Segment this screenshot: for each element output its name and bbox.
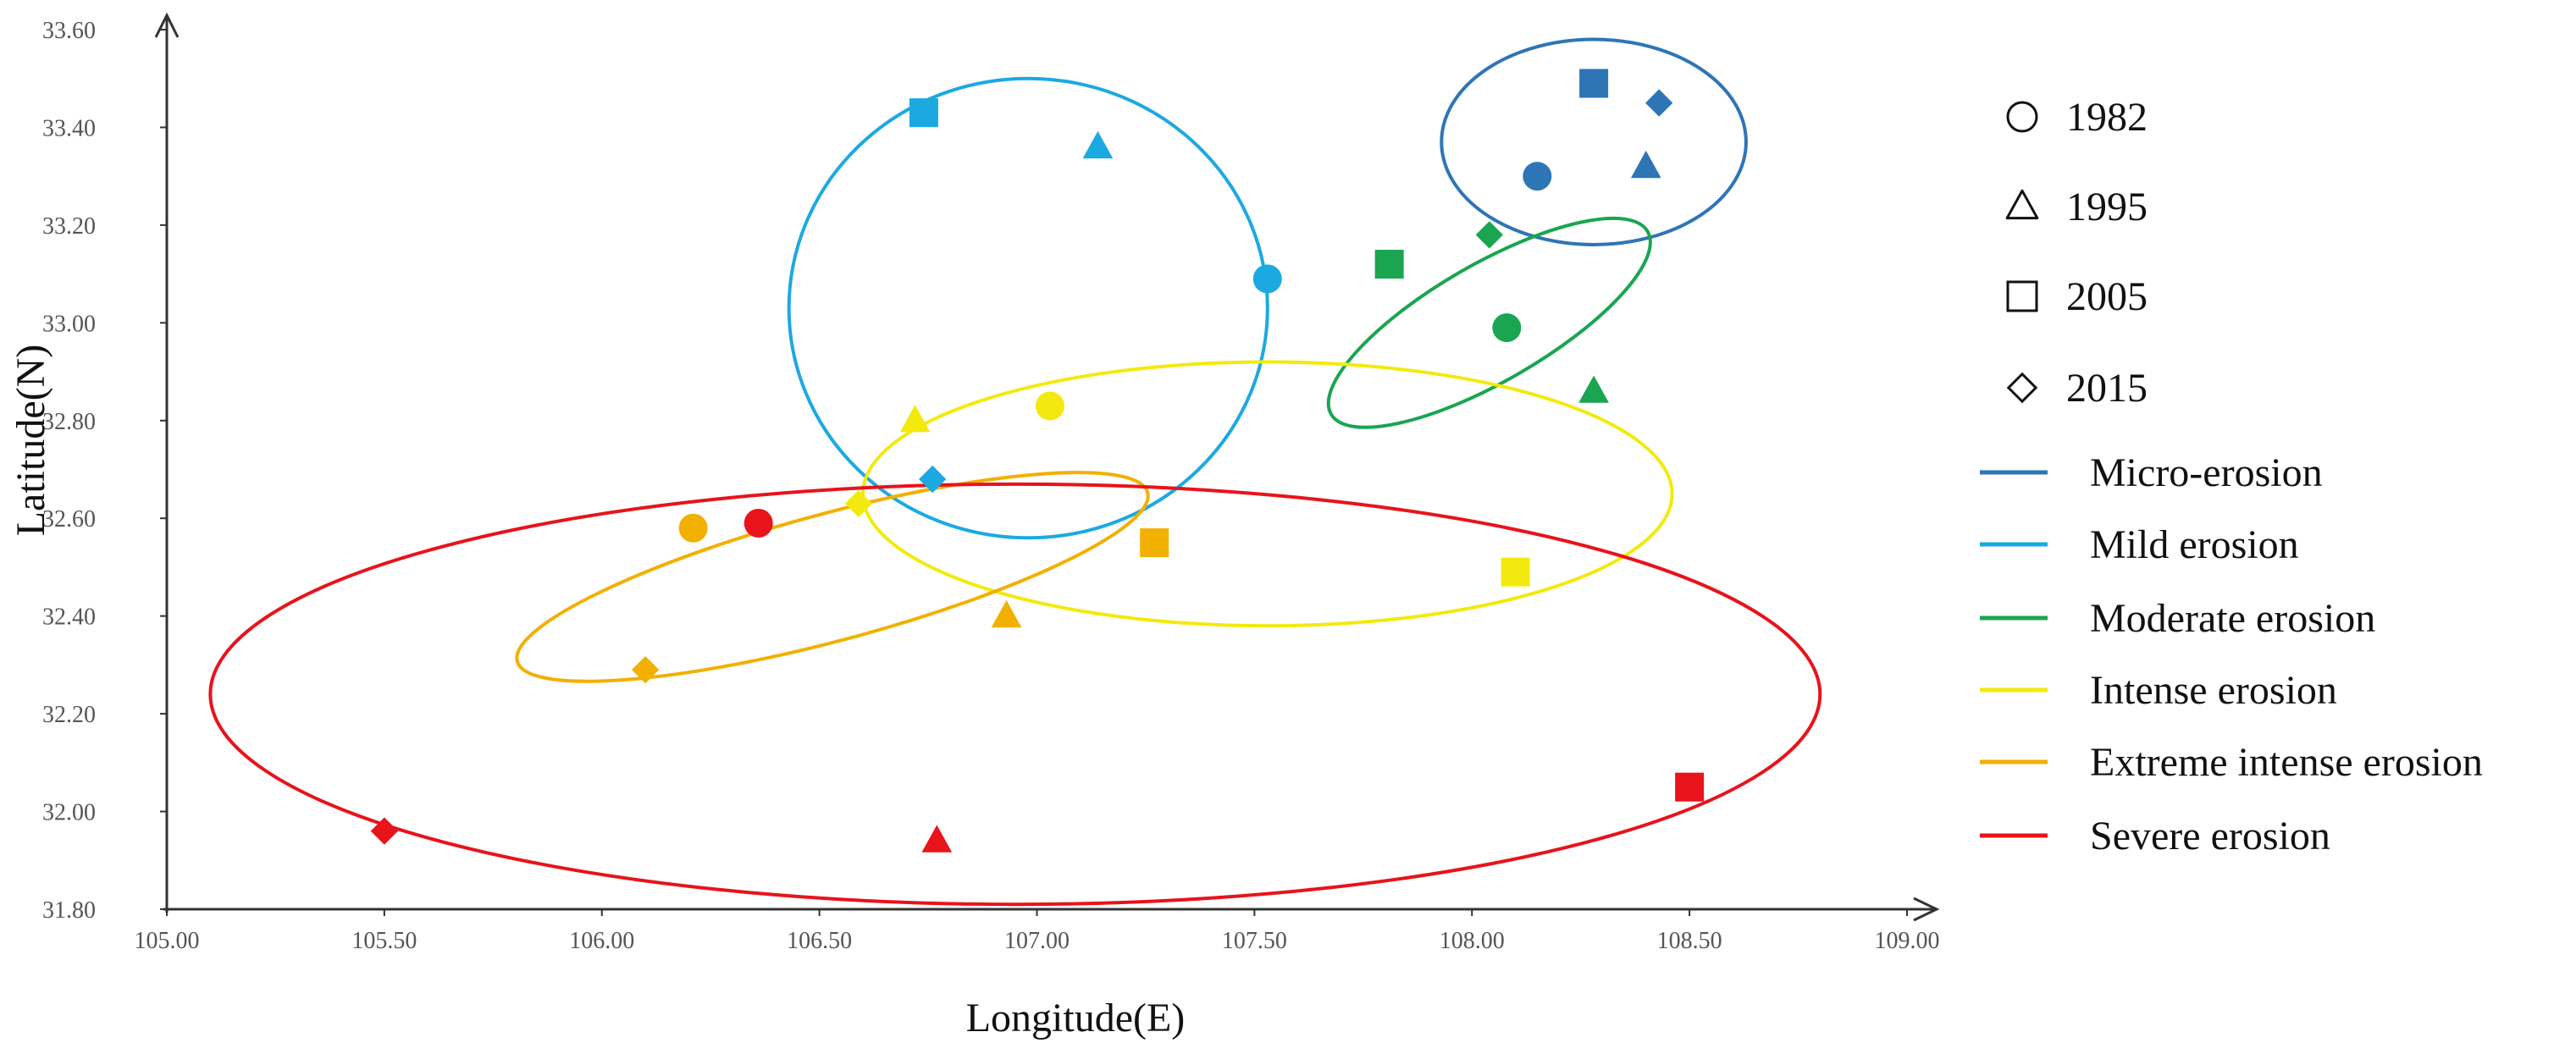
x-axis-title: Longitude(E) — [966, 996, 1186, 1040]
y-tick-label: 33.00 — [42, 311, 96, 337]
data-point — [1501, 557, 1530, 587]
data-point — [1140, 528, 1169, 558]
legend-square-icon — [2006, 280, 2038, 312]
y-axis-title: Latitude(N) — [8, 345, 53, 537]
y-tick-label: 32.80 — [42, 409, 96, 435]
legend-category-label: Intense erosion — [2090, 668, 2337, 713]
legend-year-label: 1982 — [2066, 95, 2148, 140]
data-points — [370, 69, 1705, 853]
x-tick-label: 108.00 — [1440, 928, 1505, 954]
legend-year-label: 1995 — [2066, 185, 2148, 229]
y-axis-arrow — [154, 12, 180, 38]
data-point — [1675, 772, 1705, 802]
cluster-ellipse — [787, 76, 1269, 540]
y-tick-label: 32.60 — [42, 506, 96, 533]
y-tick-label: 33.40 — [42, 115, 96, 141]
x-tick-label: 108.50 — [1657, 928, 1722, 954]
data-point — [631, 656, 660, 684]
x-tick-label: 106.00 — [569, 928, 634, 954]
data-point — [1374, 250, 1404, 279]
data-point — [1475, 221, 1503, 249]
data-point — [921, 825, 953, 853]
data-point — [1082, 130, 1114, 159]
legend-category-label: Moderate erosion — [2090, 596, 2375, 641]
cluster-ellipse — [515, 471, 1150, 683]
legend: 1982 1995 2005 2015 Micro-erosion Mild erosio… — [1980, 95, 2483, 858]
y-tick-label: 32.00 — [42, 800, 96, 826]
data-point — [844, 489, 873, 518]
axes — [154, 12, 1940, 922]
x-tick-label: 105.50 — [351, 928, 417, 954]
data-point — [991, 599, 1022, 628]
x-tick-label: 107.00 — [1004, 928, 1070, 954]
data-point — [919, 465, 947, 494]
y-tick-label: 33.60 — [42, 18, 96, 44]
x-tick-label: 109.00 — [1875, 928, 1940, 954]
x-tick-label: 107.50 — [1222, 928, 1287, 954]
cluster-ellipse — [1440, 37, 1748, 246]
data-point — [1523, 162, 1552, 191]
legend-triangle-icon — [2005, 189, 2039, 220]
legend-category-label: Severe erosion — [2090, 814, 2330, 858]
y-tick-label: 32.40 — [42, 604, 96, 631]
data-point — [909, 98, 938, 128]
cluster-ellipse — [861, 360, 1674, 628]
data-point — [1252, 264, 1282, 294]
legend-category-label: Mild erosion — [2090, 522, 2299, 567]
data-point — [1645, 89, 1673, 117]
cluster-ellipses — [208, 37, 1822, 907]
x-tick-label: 105.00 — [135, 928, 200, 954]
legend-year-label: 2015 — [2066, 366, 2148, 411]
legend-category-label: Micro-erosion — [2090, 450, 2323, 495]
cluster-ellipse — [1326, 216, 1652, 429]
legend-circle-icon — [2006, 101, 2038, 133]
tick-labels: 105.00 105.50 106.00 106.50 107.00 107.50 108.… — [42, 18, 1940, 954]
data-point — [899, 405, 931, 433]
x-axis-arrow — [1913, 897, 1940, 922]
data-point — [1630, 150, 1661, 179]
data-point — [1579, 69, 1609, 98]
data-point — [1578, 375, 1609, 403]
data-point — [744, 508, 773, 538]
y-tick-label: 31.80 — [42, 897, 96, 924]
legend-year-label: 2005 — [2066, 274, 2148, 319]
y-tick-label: 32.20 — [42, 702, 96, 728]
cluster-ellipse — [208, 482, 1822, 907]
legend-category-label: Extreme intense erosion — [2090, 740, 2483, 785]
legend-diamond-icon — [2006, 372, 2038, 404]
data-point — [678, 513, 708, 543]
data-point — [1035, 391, 1064, 421]
data-point — [370, 817, 399, 845]
x-tick-label: 106.50 — [787, 928, 852, 954]
data-point — [1492, 313, 1522, 343]
y-tick-label: 33.20 — [42, 213, 96, 240]
